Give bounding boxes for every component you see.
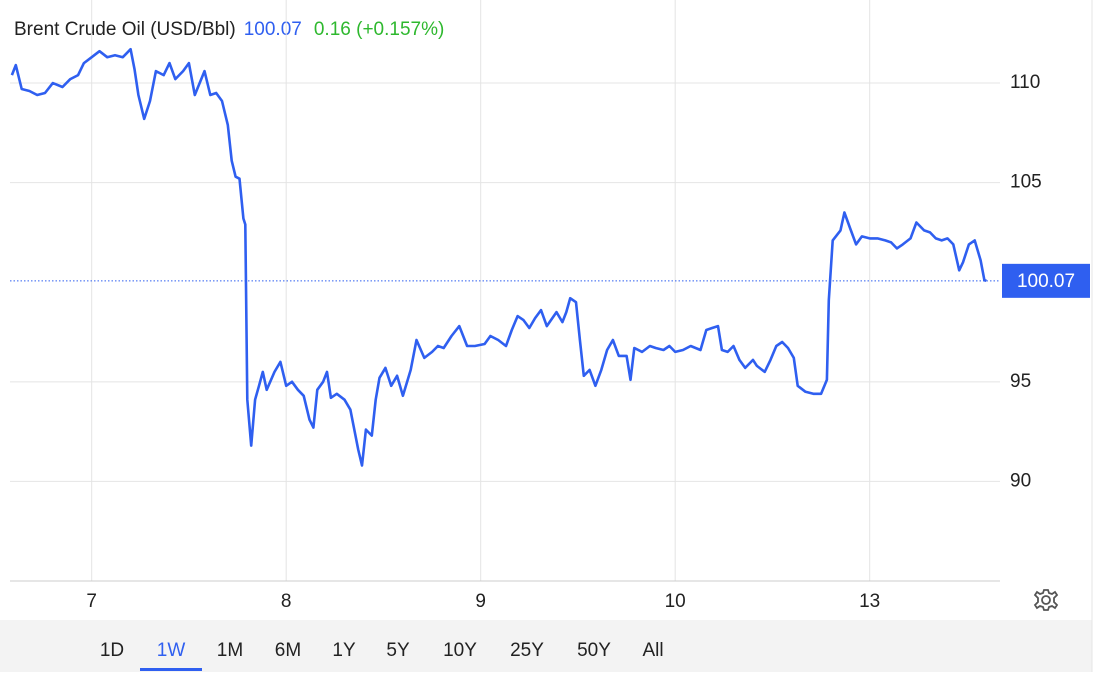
y-tick-label: 105 <box>1010 172 1042 193</box>
y-tick-label: 90 <box>1010 470 1031 491</box>
range-button[interactable]: 50Y <box>577 640 611 661</box>
settings-icon[interactable] <box>1033 589 1059 611</box>
chart-title: Brent Crude Oil (USD/Bbl) <box>14 19 236 40</box>
header-price: 100.07 <box>244 19 302 40</box>
x-tick-label: 9 <box>475 591 486 612</box>
x-tick-label: 7 <box>86 591 97 612</box>
header-change: 0.16 (+0.157%) <box>314 19 444 40</box>
range-button[interactable]: 1M <box>217 640 243 661</box>
x-tick-label: 10 <box>665 591 686 612</box>
last-price-box <box>1002 263 1090 298</box>
y-tick-label: 110 <box>1010 72 1040 93</box>
range-underline <box>140 668 202 671</box>
range-button[interactable]: All <box>642 640 663 661</box>
range-button[interactable]: 10Y <box>443 640 477 661</box>
last-price-label: 100.07 <box>1017 271 1075 292</box>
x-tick-label: 8 <box>281 591 292 612</box>
range-bar <box>0 620 1092 672</box>
range-button[interactable]: 6M <box>275 640 301 661</box>
x-tick-label: 13 <box>859 591 880 612</box>
range-button[interactable]: 1Y <box>332 640 356 661</box>
y-tick-label: 95 <box>1010 371 1031 392</box>
range-button[interactable]: 5Y <box>386 640 410 661</box>
range-button[interactable]: 1D <box>100 640 124 661</box>
range-button[interactable]: 1W <box>157 640 186 661</box>
grid <box>10 0 1000 581</box>
range-button[interactable]: 25Y <box>510 640 544 661</box>
price-line <box>10 47 987 467</box>
